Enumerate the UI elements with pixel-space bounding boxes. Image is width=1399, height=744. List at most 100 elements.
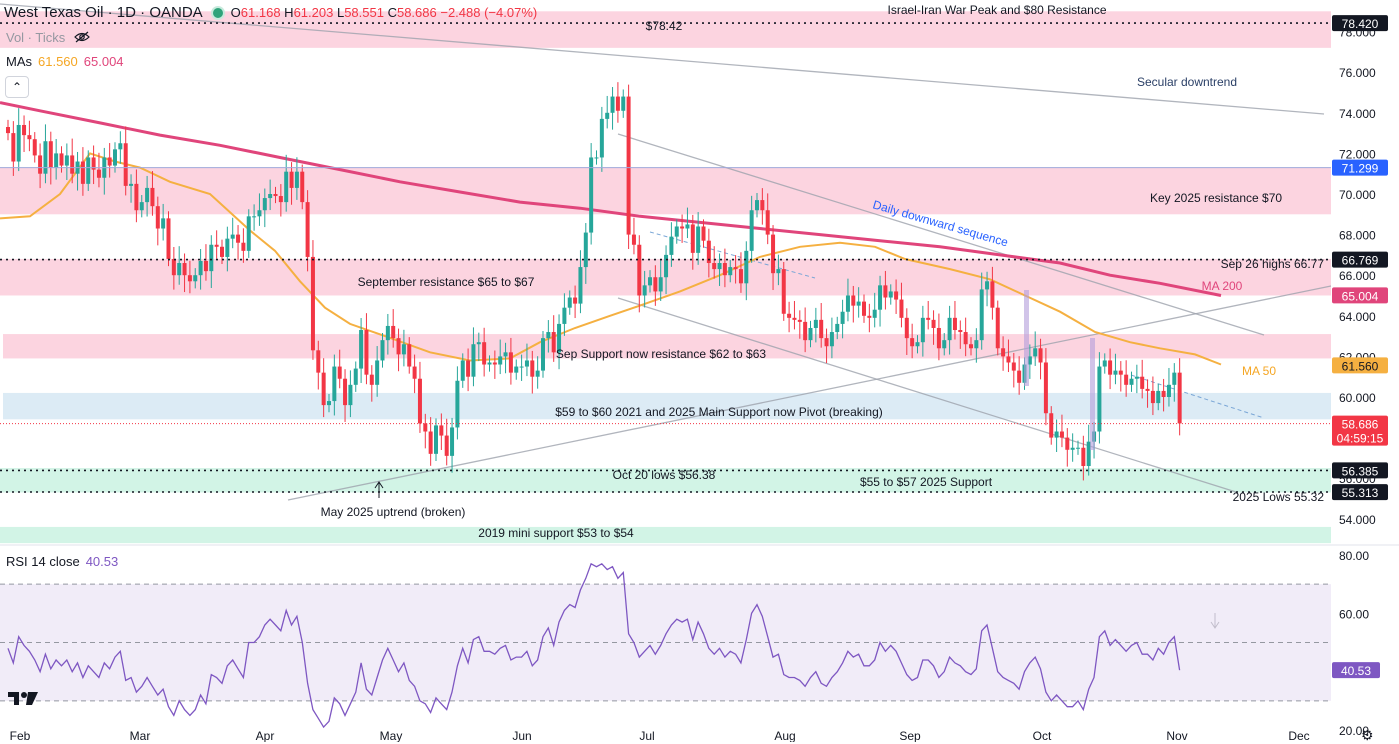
candle-body[interactable]: [942, 340, 947, 349]
candle-body[interactable]: [733, 267, 738, 270]
candle-body[interactable]: [920, 317, 925, 343]
candle-body[interactable]: [947, 317, 952, 341]
candle-body[interactable]: [391, 325, 396, 339]
candle-body[interactable]: [27, 135, 32, 140]
candle-body[interactable]: [1065, 437, 1070, 450]
candle-body[interactable]: [685, 224, 690, 229]
candle-body[interactable]: [305, 202, 310, 257]
candle-body[interactable]: [91, 157, 96, 170]
candle-body[interactable]: [894, 291, 899, 300]
candle-body[interactable]: [369, 374, 374, 385]
candle-body[interactable]: [246, 216, 251, 251]
candle-body[interactable]: [990, 281, 995, 308]
candle-body[interactable]: [343, 378, 348, 406]
candle-body[interactable]: [926, 317, 931, 320]
candle-body[interactable]: [482, 342, 487, 365]
candle-body[interactable]: [455, 380, 460, 428]
candle-body[interactable]: [1027, 356, 1032, 365]
candle-body[interactable]: [792, 317, 797, 320]
candle-body[interactable]: [203, 260, 208, 272]
candle-body[interactable]: [1097, 366, 1102, 432]
candle-body[interactable]: [749, 210, 754, 251]
candle-body[interactable]: [107, 157, 112, 166]
candle-body[interactable]: [471, 344, 476, 377]
candle-body[interactable]: [498, 356, 503, 365]
candle-body[interactable]: [86, 157, 91, 184]
candle-body[interactable]: [412, 366, 417, 379]
candle-body[interactable]: [829, 332, 834, 347]
candle-body[interactable]: [59, 153, 64, 166]
candle-body[interactable]: [241, 242, 246, 251]
collapse-legend-button[interactable]: ⌃: [5, 76, 29, 98]
candle-body[interactable]: [353, 368, 358, 385]
candle-body[interactable]: [225, 238, 230, 257]
candle-body[interactable]: [434, 425, 438, 454]
candle-body[interactable]: [48, 141, 53, 168]
candle-body[interactable]: [722, 263, 727, 276]
symbol-header[interactable]: West Texas Oil · 1D · OANDA O61.168 H61.2…: [4, 4, 537, 21]
candle-body[interactable]: [862, 301, 866, 316]
candle-body[interactable]: [171, 258, 176, 276]
candle-body[interactable]: [332, 366, 337, 402]
candle-body[interactable]: [712, 263, 717, 270]
candle-body[interactable]: [878, 285, 883, 310]
candle-body[interactable]: [690, 224, 695, 253]
candle-body[interactable]: [856, 301, 861, 306]
candle-body[interactable]: [1156, 390, 1161, 404]
candle-body[interactable]: [1102, 360, 1107, 367]
candle-body[interactable]: [1033, 348, 1038, 357]
candle-body[interactable]: [551, 332, 556, 353]
rsi-indicator-label[interactable]: RSI 14 close 40.53: [6, 554, 118, 569]
candle-body[interactable]: [744, 250, 749, 284]
candle-body[interactable]: [428, 431, 433, 454]
candle-body[interactable]: [706, 240, 711, 264]
ma-indicator-label[interactable]: MAs 61.560 65.004: [6, 54, 124, 69]
candle-body[interactable]: [444, 435, 449, 456]
candle-body[interactable]: [610, 96, 615, 113]
candle-body[interactable]: [11, 133, 16, 162]
candle-body[interactable]: [969, 344, 973, 349]
candle-body[interactable]: [70, 155, 75, 174]
candle-body[interactable]: [621, 96, 626, 111]
candle-body[interactable]: [974, 340, 979, 349]
candle-body[interactable]: [626, 96, 631, 235]
candle-body[interactable]: [118, 143, 123, 150]
settings-icon[interactable]: ⚙: [1361, 727, 1374, 743]
candle-body[interactable]: [653, 277, 658, 292]
candle-body[interactable]: [284, 171, 289, 203]
candle-body[interactable]: [904, 317, 909, 339]
candle-body[interactable]: [1054, 431, 1059, 438]
candle-body[interactable]: [327, 401, 331, 406]
candle-body[interactable]: [1140, 376, 1145, 389]
candle-body[interactable]: [594, 157, 599, 159]
candle-body[interactable]: [589, 157, 594, 233]
candle-body[interactable]: [1017, 370, 1022, 383]
candle-body[interactable]: [851, 295, 856, 306]
candle-body[interactable]: [300, 171, 305, 203]
candle-body[interactable]: [952, 317, 957, 331]
volume-indicator-label[interactable]: Vol · Ticks: [6, 30, 90, 45]
candle-body[interactable]: [252, 216, 257, 218]
candle-body[interactable]: [64, 155, 69, 166]
candle-body[interactable]: [1161, 390, 1166, 397]
candle-body[interactable]: [16, 124, 21, 162]
candle-body[interactable]: [787, 313, 792, 318]
candle-body[interactable]: [557, 323, 562, 353]
candle-body[interactable]: [674, 226, 679, 237]
candle-body[interactable]: [193, 275, 198, 282]
candle-body[interactable]: [145, 187, 150, 203]
candle-body[interactable]: [177, 263, 182, 276]
candle-body[interactable]: [910, 338, 915, 347]
candle-body[interactable]: [214, 244, 219, 247]
candle-body[interactable]: [1166, 384, 1171, 397]
candle-body[interactable]: [664, 254, 669, 278]
candle-body[interactable]: [337, 366, 342, 379]
candle-body[interactable]: [738, 269, 743, 284]
candle-body[interactable]: [134, 183, 139, 211]
candle-body[interactable]: [530, 360, 535, 377]
candle-body[interactable]: [615, 96, 620, 111]
candle-body[interactable]: [1059, 431, 1064, 438]
candle-body[interactable]: [1145, 388, 1150, 391]
candle-body[interactable]: [781, 269, 786, 314]
